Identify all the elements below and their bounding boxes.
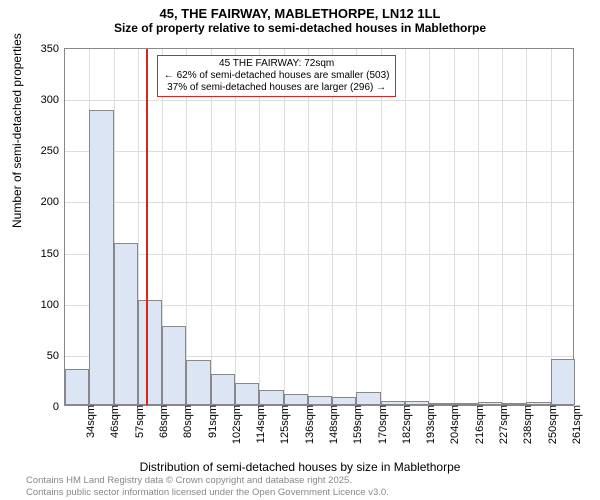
- gridline-v: [284, 49, 285, 405]
- ytick-label: 200: [41, 196, 65, 208]
- xtick-label: 68sqm: [154, 405, 170, 438]
- gridline-v: [356, 49, 357, 405]
- xtick-label: 216sqm: [470, 405, 486, 444]
- y-axis-label: Number of semi-detached properties: [10, 33, 24, 228]
- ytick-label: 350: [41, 43, 65, 55]
- histogram-bar: [114, 243, 138, 405]
- gridline-v: [186, 49, 187, 405]
- histogram-bar: [186, 360, 210, 405]
- xtick-label: 91sqm: [203, 405, 219, 438]
- gridline-v: [405, 49, 406, 405]
- xtick-label: 261sqm: [567, 405, 583, 444]
- annotation-box: 45 THE FAIRWAY: 72sqm← 62% of semi-detac…: [157, 55, 397, 97]
- annotation-line: 45 THE FAIRWAY: 72sqm: [164, 58, 390, 70]
- gridline-v: [381, 49, 382, 405]
- xtick-label: 102sqm: [227, 405, 243, 444]
- gridline-v: [259, 49, 260, 405]
- histogram-bar: [235, 383, 259, 406]
- xtick-label: 57sqm: [130, 405, 146, 438]
- histogram-bar: [65, 369, 89, 405]
- xtick-label: 204sqm: [445, 405, 461, 444]
- xtick-label: 136sqm: [300, 405, 316, 444]
- histogram-bar: [308, 396, 332, 405]
- histogram-bar: [138, 300, 162, 405]
- ytick-label: 100: [41, 299, 65, 311]
- reference-line: [146, 49, 148, 405]
- x-axis-label: Distribution of semi-detached houses by …: [0, 460, 600, 474]
- gridline-v: [551, 49, 552, 405]
- xtick-label: 46sqm: [105, 405, 121, 438]
- gridline-h: [65, 202, 573, 203]
- xtick-label: 148sqm: [324, 405, 340, 444]
- ytick-label: 150: [41, 248, 65, 260]
- histogram-bar: [332, 397, 356, 405]
- histogram-bar: [259, 390, 283, 405]
- chart-plot-area: 05010015020025030035034sqm46sqm57sqm68sq…: [64, 48, 574, 406]
- footer-line-1: Contains HM Land Registry data © Crown c…: [26, 475, 389, 486]
- histogram-bar: [89, 110, 113, 405]
- histogram-bar: [284, 394, 308, 405]
- gridline-v: [502, 49, 503, 405]
- gridline-v: [235, 49, 236, 405]
- xtick-label: 125sqm: [275, 405, 291, 444]
- xtick-label: 193sqm: [421, 405, 437, 444]
- gridline-v: [454, 49, 455, 405]
- gridline-v: [308, 49, 309, 405]
- xtick-label: 159sqm: [348, 405, 364, 444]
- xtick-label: 238sqm: [518, 405, 534, 444]
- histogram-bar: [356, 392, 380, 405]
- xtick-label: 34sqm: [81, 405, 97, 438]
- annotation-line: 37% of semi-detached houses are larger (…: [164, 82, 390, 94]
- xtick-label: 227sqm: [494, 405, 510, 444]
- histogram-bar: [162, 326, 186, 405]
- xtick-label: 250sqm: [543, 405, 559, 444]
- gridline-h: [65, 100, 573, 101]
- gridline-v: [429, 49, 430, 405]
- annotation-line: ← 62% of semi-detached houses are smalle…: [164, 70, 390, 82]
- histogram-bar: [551, 359, 575, 405]
- chart-title: 45, THE FAIRWAY, MABLETHORPE, LN12 1LL: [0, 0, 600, 21]
- footer-attribution: Contains HM Land Registry data © Crown c…: [26, 475, 389, 498]
- chart-subtitle: Size of property relative to semi-detach…: [0, 21, 600, 39]
- gridline-h: [65, 254, 573, 255]
- xtick-label: 182sqm: [397, 405, 413, 444]
- gridline-v: [332, 49, 333, 405]
- ytick-label: 300: [41, 94, 65, 106]
- xtick-label: 80sqm: [178, 405, 194, 438]
- footer-line-2: Contains public sector information licen…: [26, 487, 389, 498]
- xtick-label: 170sqm: [373, 405, 389, 444]
- gridline-v: [211, 49, 212, 405]
- ytick-label: 250: [41, 145, 65, 157]
- gridline-v: [478, 49, 479, 405]
- gridline-h: [65, 151, 573, 152]
- histogram-bar: [211, 374, 235, 405]
- ytick-label: 50: [47, 350, 65, 362]
- xtick-label: 114sqm: [251, 405, 267, 443]
- ytick-label: 0: [53, 401, 65, 413]
- gridline-v: [526, 49, 527, 405]
- plot-box: 05010015020025030035034sqm46sqm57sqm68sq…: [64, 48, 574, 406]
